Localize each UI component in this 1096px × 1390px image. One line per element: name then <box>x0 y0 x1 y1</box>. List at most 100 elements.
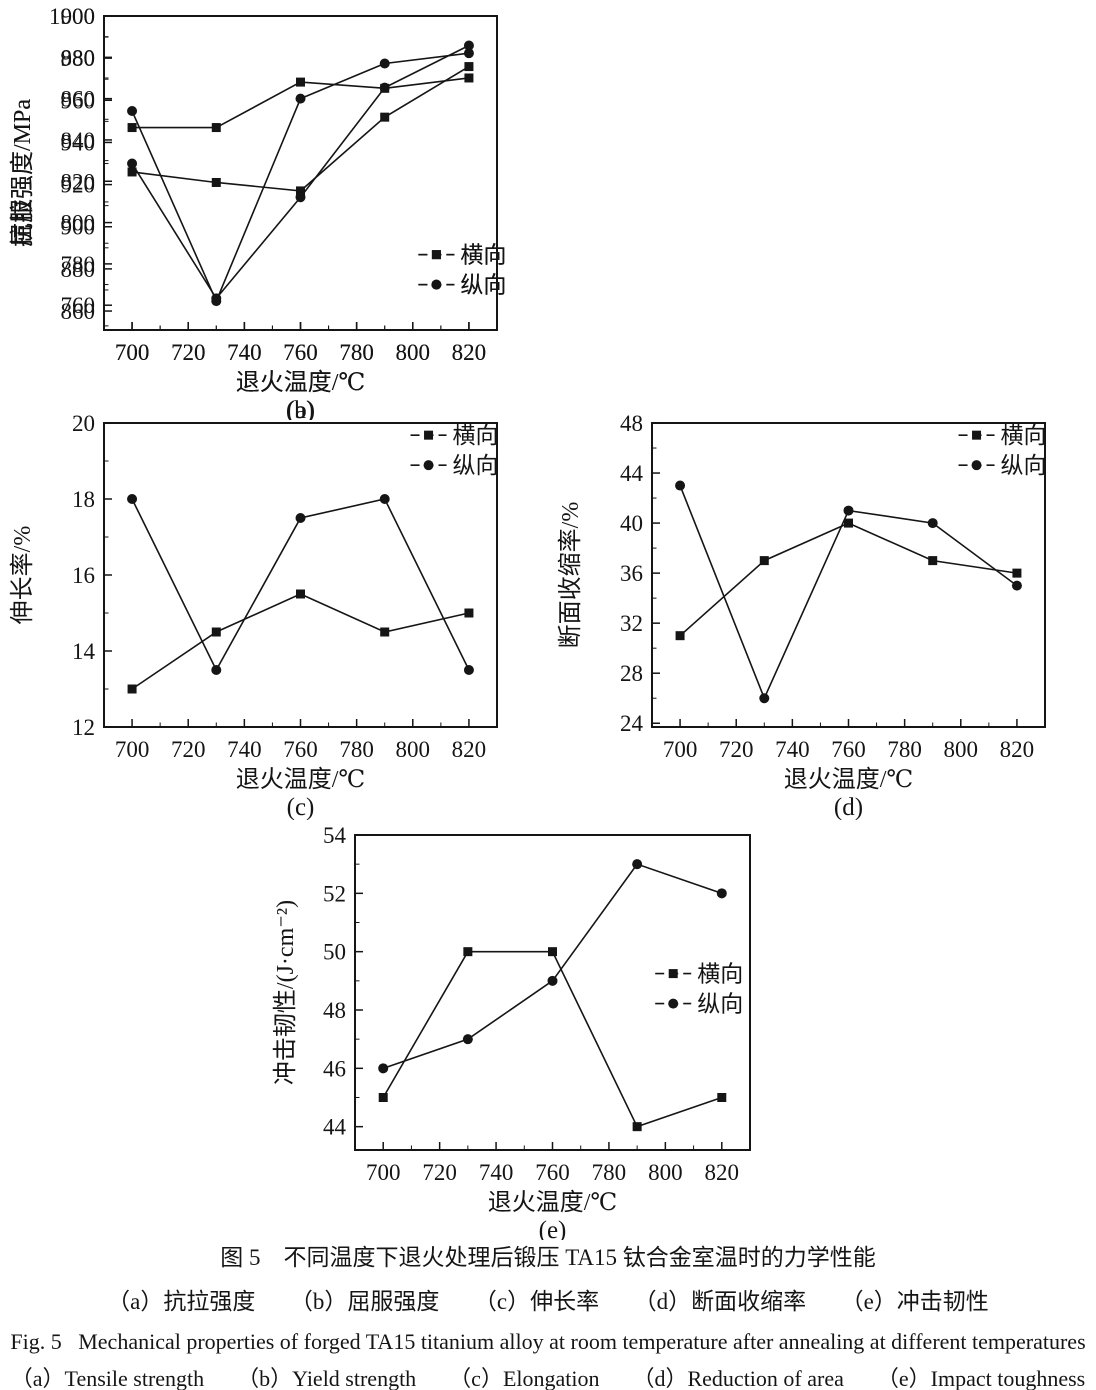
panel-label: (b) <box>286 397 315 420</box>
legend-label: 横向 <box>697 962 743 987</box>
x-axis-label: 退火温度/℃ <box>236 369 366 396</box>
x-tick-label: 780 <box>592 1160 627 1185</box>
minor-ticks <box>651 447 1046 727</box>
circle-marker <box>675 480 686 491</box>
legend-circle-marker <box>971 460 982 471</box>
y-tick-label: 860 <box>61 87 96 112</box>
square-marker <box>127 167 137 177</box>
panel-yield-strength: 700 720 740 760 780 800 820 760 780 800 820 840 860 8… <box>0 0 548 425</box>
square-marker <box>464 62 474 72</box>
circle-marker <box>462 1034 473 1045</box>
circle-marker <box>127 106 138 117</box>
x-tick-label: 780 <box>339 340 374 365</box>
legend-label: 横向 <box>460 243 506 268</box>
minor-ticks <box>103 36 498 330</box>
y-tick-label: 860 <box>61 299 96 324</box>
x-tick-label: 800 <box>396 737 431 762</box>
y-tick-label: 44 <box>323 1115 347 1140</box>
panel-tensile-strength: 700 720 740 760 780 800 820 860 880 900 920 940 960 9… <box>0 0 548 425</box>
y-axis-label: 伸长率/% <box>9 526 36 625</box>
legend-label: 纵向 <box>460 273 506 298</box>
square-marker <box>717 1093 727 1102</box>
chart-elongation: 700 720 740 760 780 800 820 12 14 16 18 20 退火温度/℃ 伸长率… <box>9 411 499 821</box>
circle-marker <box>843 505 854 516</box>
x-tick-label: 820 <box>452 340 487 365</box>
x-tick-label: 740 <box>775 737 810 762</box>
y-tick-label: 880 <box>61 257 96 282</box>
y-tick-label: 24 <box>620 711 644 736</box>
square-marker <box>211 627 221 637</box>
x-tick-label: 740 <box>227 340 262 365</box>
plot-e: 700 720 740 760 780 800 820 44 46 48 50 52 54 退火温度/℃ 冲… <box>272 823 751 1244</box>
major-ticks <box>355 834 723 1150</box>
plot-frame <box>651 422 1046 728</box>
y-tick-label: 820 <box>61 169 96 194</box>
square-marker <box>380 627 390 637</box>
x-tick-label: 800 <box>648 1160 683 1185</box>
y-axis-label: 抗拉强度/MPa <box>9 99 36 247</box>
x-tick-label: 700 <box>115 340 150 365</box>
series-line <box>679 485 1018 701</box>
legend-square-marker <box>668 969 678 979</box>
y-tick-label: 28 <box>620 661 643 686</box>
y-axis-label: 屈服强度/MPa <box>9 99 36 247</box>
square-marker <box>380 112 390 122</box>
x-tick-label: 700 <box>115 340 150 365</box>
series-circle <box>675 480 1022 704</box>
y-tick-label: 940 <box>61 130 96 155</box>
caption-chinese-title: 图 5 不同温度下退火处理后锻压 TA15 钛合金室温时的力学性能 <box>220 1245 876 1270</box>
x-tick-label: 760 <box>283 340 318 365</box>
circle-marker <box>379 58 390 69</box>
circle-marker <box>127 494 138 504</box>
minor-ticks <box>354 863 751 1150</box>
y-tick-label: 900 <box>61 4 96 29</box>
square-marker <box>548 947 557 957</box>
legend-label: 纵向 <box>697 992 743 1017</box>
y-tick-label: 780 <box>61 252 96 277</box>
y-tick-label: 48 <box>323 998 346 1023</box>
circle-marker <box>1011 580 1022 591</box>
series-square <box>127 589 474 694</box>
y-tick-label: 36 <box>620 561 643 586</box>
circle-marker <box>211 296 222 307</box>
circle-marker <box>716 888 727 899</box>
y-tick-label: 18 <box>72 487 95 512</box>
circle-marker <box>295 93 306 104</box>
square-marker <box>759 556 769 566</box>
series-line <box>131 498 470 672</box>
x-axis-label: 退火温度/℃ <box>488 1189 618 1216</box>
series-square <box>127 62 474 196</box>
square-marker <box>464 608 474 618</box>
x-tick-label: 720 <box>171 737 206 762</box>
circle-marker <box>295 192 306 203</box>
y-axis-label: 冲击韧性/(J·cm⁻²) <box>272 900 299 1085</box>
chart-impact-toughness: 700 720 740 760 780 800 820 44 46 48 50 52 54 退火温度/℃ 冲… <box>272 823 751 1244</box>
x-tick-label: 760 <box>535 1160 570 1185</box>
circle-marker <box>759 693 770 704</box>
panel-label: (c) <box>287 794 315 820</box>
x-tick-label: 700 <box>366 1160 401 1185</box>
plot-d: 700 720 740 760 780 800 820 24 28 32 36 40 44 48 退火温度/… <box>557 411 1047 821</box>
circle-marker <box>127 158 138 169</box>
y-tick-label: 32 <box>620 611 643 636</box>
square-marker <box>928 556 938 566</box>
caption-english-subparts: （a）Tensile strength （b）Yield strength （c… <box>10 1366 1086 1390</box>
x-tick-label: 700 <box>663 737 698 762</box>
legend-label: 横向 <box>453 423 499 448</box>
square-marker <box>211 123 221 133</box>
x-tick-label: 780 <box>887 737 922 762</box>
plot-a: 700 720 740 760 780 800 820 860 880 900 920 940 960 9… <box>9 4 506 424</box>
x-tick-label: 720 <box>719 737 754 762</box>
y-tick-label: 880 <box>61 45 96 70</box>
x-tick-label: 820 <box>1000 737 1035 762</box>
circle-marker <box>463 48 474 59</box>
x-tick-label: 760 <box>283 737 318 762</box>
panel-impact-toughness: 700 720 740 760 780 800 820 44 46 48 50 52 54 退火温度/℃ 冲… <box>270 820 830 1245</box>
panel-reduction-of-area: 700 720 740 760 780 800 820 24 28 32 36 40 44 48 退火温度/… <box>548 410 1096 825</box>
square-marker <box>378 1093 388 1102</box>
x-tick-label: 740 <box>227 340 262 365</box>
